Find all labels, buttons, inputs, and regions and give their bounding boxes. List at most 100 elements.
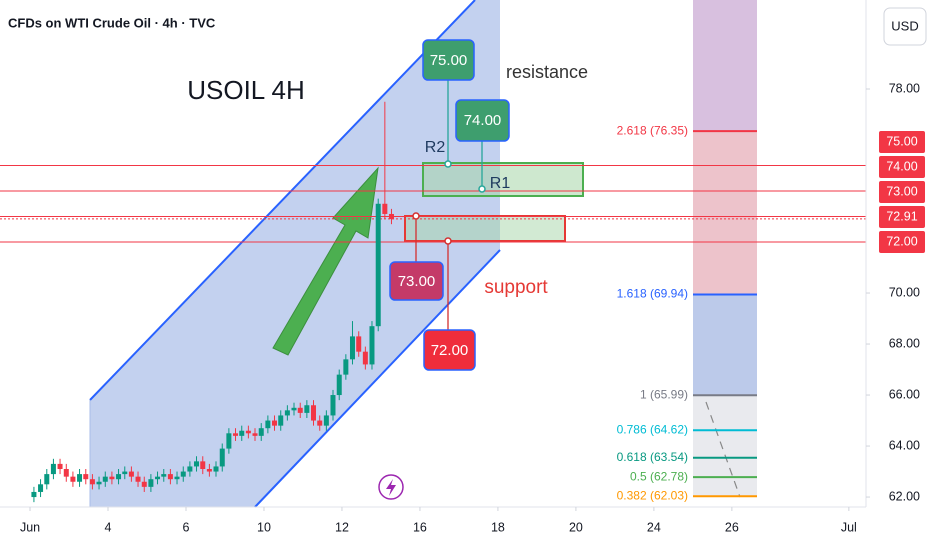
header: CFDs on WTI Crude Oil · 4h · TVC bbox=[8, 15, 216, 30]
connectors bbox=[415, 216, 449, 330]
candle-body bbox=[233, 433, 239, 436]
fib-label: 0.786 (64.62) bbox=[617, 422, 688, 436]
trend-arrow bbox=[272, 166, 379, 356]
y-tick-label: 68.00 bbox=[889, 336, 920, 350]
callout-box bbox=[422, 39, 475, 81]
candle-body bbox=[57, 463, 63, 470]
candle-body bbox=[323, 415, 329, 426]
y-tick-label: 66.00 bbox=[889, 387, 920, 401]
price-tag bbox=[879, 231, 925, 254]
candle-body bbox=[336, 374, 342, 396]
candle-body bbox=[161, 474, 167, 477]
anchor-dot bbox=[478, 185, 486, 193]
price-lines bbox=[0, 165, 866, 243]
x-tick-label: 16 bbox=[413, 520, 427, 534]
fib-label: 2.618 (76.35) bbox=[617, 123, 688, 137]
candle-body bbox=[375, 203, 381, 327]
currency-button[interactable] bbox=[883, 7, 927, 46]
anchor-dot bbox=[444, 160, 452, 168]
candle-body bbox=[70, 476, 76, 482]
candle-body bbox=[44, 474, 50, 485]
candle-body bbox=[388, 213, 394, 220]
price-tag-label: 72.91 bbox=[886, 209, 917, 223]
candle-body bbox=[239, 430, 245, 436]
candle-body bbox=[297, 407, 303, 413]
x-tick-label: 6 bbox=[183, 520, 190, 534]
price-tag bbox=[879, 131, 925, 154]
candle-body bbox=[356, 336, 362, 352]
x-tick-label: Jun bbox=[20, 520, 40, 534]
candle-body bbox=[245, 430, 251, 434]
x-tick-label: 4 bbox=[105, 520, 112, 534]
fib-label: 0.382 (62.03) bbox=[617, 488, 688, 502]
candle-body bbox=[109, 476, 115, 480]
event-icon-bolt bbox=[386, 479, 396, 496]
chart-title: USOIL 4H bbox=[187, 75, 305, 105]
candle-body bbox=[63, 469, 69, 477]
candle-body bbox=[362, 351, 368, 365]
price-tag-label: 73.00 bbox=[886, 184, 917, 198]
fib-label: 1.618 (69.94) bbox=[617, 287, 688, 301]
candle-body bbox=[89, 479, 95, 485]
y-tick-label: 78.00 bbox=[889, 81, 920, 95]
fib-label: 0.5 (62.78) bbox=[630, 469, 688, 483]
candle-body bbox=[369, 326, 375, 365]
fib-band bbox=[693, 0, 757, 498]
resistance-zone bbox=[422, 162, 584, 197]
candle-body bbox=[135, 476, 141, 482]
r1-label: R1 bbox=[490, 175, 511, 192]
x-tick-label: 18 bbox=[491, 520, 505, 534]
currency-label: USD bbox=[891, 18, 918, 33]
fib-label: 0.618 (63.54) bbox=[617, 450, 688, 464]
fib-zone bbox=[693, 395, 757, 497]
candle-body bbox=[96, 481, 102, 485]
support-zone bbox=[404, 215, 566, 242]
candle-body bbox=[265, 420, 271, 429]
candle-body bbox=[167, 474, 173, 480]
candle-body bbox=[174, 476, 180, 480]
price-tag-label: 72.00 bbox=[886, 234, 917, 248]
callout-label: 75.00 bbox=[430, 52, 468, 69]
candle-body bbox=[317, 420, 323, 426]
callout-box bbox=[389, 261, 444, 301]
channel-upper bbox=[89, 0, 476, 401]
candle-body bbox=[330, 395, 336, 416]
candle-body bbox=[128, 471, 134, 477]
candle-body bbox=[194, 461, 200, 467]
support-label: support bbox=[484, 277, 548, 298]
x-tick-label: 26 bbox=[725, 520, 739, 534]
x-tick-label: 10 bbox=[257, 520, 271, 534]
candle-body bbox=[148, 479, 154, 487]
anchor-dot bbox=[412, 212, 420, 220]
callout-box bbox=[455, 99, 510, 142]
price-tag-label: 74.00 bbox=[886, 159, 917, 173]
candle-body bbox=[278, 415, 284, 426]
candle-body bbox=[83, 474, 89, 480]
y-tick-label: 62.00 bbox=[889, 489, 920, 503]
candles bbox=[31, 101, 394, 503]
x-tick-label: Jul bbox=[841, 520, 857, 534]
candle-body bbox=[284, 410, 290, 416]
candle-body bbox=[31, 491, 37, 498]
fib-levels: 2.618 (76.35) 1.618 (69.94) 1 (65.99) 0.786… bbox=[617, 123, 757, 502]
axes: 78.00 70.00 68.00 66.00 64.00 62.00 Jun 4 6 10 12 1… bbox=[20, 81, 920, 534]
candle-body bbox=[291, 407, 297, 411]
candle-body bbox=[116, 474, 122, 480]
connectors bbox=[447, 80, 483, 189]
candle-body bbox=[206, 469, 212, 472]
candle-body bbox=[382, 203, 388, 214]
callout-label: 73.00 bbox=[398, 273, 436, 290]
candle-body bbox=[213, 466, 219, 472]
fib-trend bbox=[705, 401, 741, 498]
fib-zone bbox=[693, 0, 757, 131]
price-tag bbox=[879, 156, 925, 179]
candle-body bbox=[226, 433, 232, 449]
r2-label: R2 bbox=[425, 139, 446, 156]
price-tags: 75.00 74.00 73.00 72.91 72.00 bbox=[879, 131, 925, 254]
fib-zone bbox=[693, 131, 757, 294]
candle-body bbox=[349, 336, 355, 360]
candle-body bbox=[155, 476, 161, 480]
candle-body bbox=[38, 484, 44, 492]
